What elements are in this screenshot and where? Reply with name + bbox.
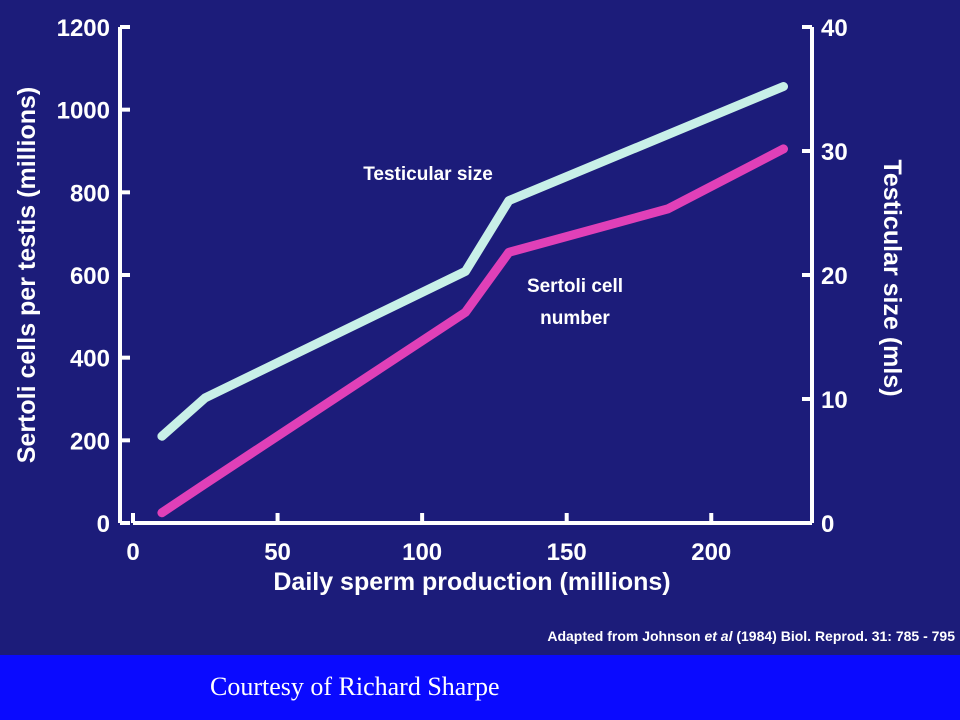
y2-tick-label: 0 bbox=[821, 511, 834, 538]
x-tick-label: 0 bbox=[126, 539, 139, 566]
x-tick-label: 100 bbox=[402, 539, 442, 566]
series-line-sertoli-cell-number bbox=[157, 144, 788, 518]
y-tick-label: 400 bbox=[70, 346, 110, 373]
footer-bar bbox=[0, 655, 960, 720]
credit-prefix: Adapted from Johnson bbox=[547, 628, 704, 644]
source-credit: Adapted from Johnson et al (1984) Biol. … bbox=[547, 628, 955, 644]
y-axis-label: Sertoli cells per testis (millions) bbox=[13, 87, 41, 464]
annotation-sertoli-line2: number bbox=[540, 308, 610, 329]
y2-axis-label: Testicular size (mls) bbox=[878, 159, 906, 396]
annotation-testicular-size: Testicular size bbox=[363, 164, 493, 185]
x-tick-label: 200 bbox=[691, 539, 731, 566]
x-axis-label: Daily sperm production (millions) bbox=[273, 568, 670, 596]
footer-credit: Courtesy of Richard Sharpe bbox=[210, 672, 500, 701]
y-tick-label: 1200 bbox=[57, 15, 110, 42]
credit-suffix: (1984) Biol. Reprod. 31: 785 - 795 bbox=[732, 628, 955, 644]
series-line-testicular-size bbox=[157, 82, 788, 441]
y-tick-label: 1000 bbox=[57, 98, 110, 125]
y-tick-label: 600 bbox=[70, 263, 110, 290]
y2-tick-label: 30 bbox=[821, 139, 848, 166]
chart-series bbox=[157, 82, 788, 518]
x-tick-label: 50 bbox=[264, 539, 291, 566]
y2-tick-label: 10 bbox=[821, 387, 848, 414]
credit-etal: et al bbox=[704, 628, 733, 644]
y-tick-label: 800 bbox=[70, 180, 110, 207]
y2-tick-label: 20 bbox=[821, 263, 848, 290]
y-tick-label: 200 bbox=[70, 428, 110, 455]
chart-texts: Daily sperm production (millions) Sertol… bbox=[13, 87, 955, 644]
slide-background bbox=[0, 0, 960, 655]
y2-tick-label: 40 bbox=[821, 15, 848, 42]
y-tick-label: 0 bbox=[97, 511, 110, 538]
x-tick-label: 150 bbox=[547, 539, 587, 566]
annotation-sertoli-line1: Sertoli cell bbox=[527, 276, 623, 297]
